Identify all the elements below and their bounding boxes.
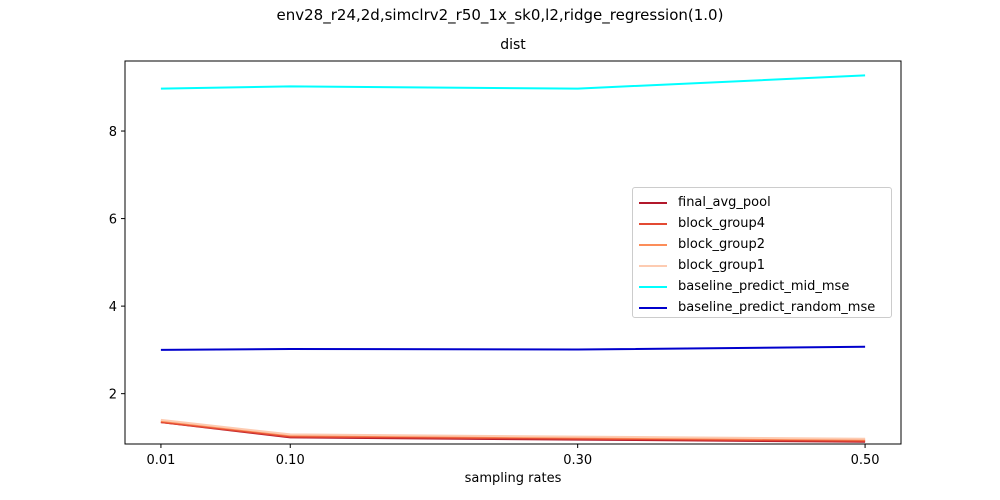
legend-label: block_group1 xyxy=(678,258,766,273)
legend-swatch xyxy=(639,222,667,225)
legend-swatch xyxy=(639,285,667,288)
legend-swatch xyxy=(639,306,667,309)
axes-title: dist xyxy=(500,37,526,53)
y-tick-label: 2 xyxy=(109,388,117,403)
legend-item-baseline-random-mse: baseline_predict_random_mse xyxy=(639,297,885,318)
series-layer xyxy=(160,74,866,443)
series-line-block-group1 xyxy=(160,418,866,440)
legend-label: baseline_predict_random_mse xyxy=(678,300,876,315)
legend-label: final_avg_pool xyxy=(678,195,771,210)
legend-item-block-group4: block_group4 xyxy=(639,213,885,234)
series-line-baseline-predict-mid-mse xyxy=(160,74,866,90)
legend-label: block_group2 xyxy=(678,237,766,252)
x-ticks: 0.01 0.10 0.30 0.50 xyxy=(146,444,880,468)
y-tick-label: 8 xyxy=(109,125,117,140)
series-line-block-group4 xyxy=(160,421,866,442)
legend-swatch xyxy=(639,243,667,246)
legend-swatch xyxy=(639,201,667,204)
series-line-baseline-predict-random-mse xyxy=(160,345,866,351)
y-ticks: 2 4 6 8 xyxy=(109,125,125,403)
x-tick-label: 0.10 xyxy=(276,453,305,468)
legend-item-baseline-mid-mse: baseline_predict_mid_mse xyxy=(639,276,885,297)
legend-swatch xyxy=(639,264,667,267)
legend-item-block-group2: block_group2 xyxy=(639,234,885,255)
plot-area-frame xyxy=(124,60,902,445)
y-tick-label: 6 xyxy=(109,213,117,228)
figure-suptitle: env28_r24,2d,simclrv2_r50_1x_sk0,l2,ridg… xyxy=(276,6,724,24)
legend-label: block_group4 xyxy=(678,216,766,231)
legend-label: baseline_predict_mid_mse xyxy=(678,279,850,294)
x-axis-label: sampling rates xyxy=(464,471,562,486)
x-tick-label: 0.30 xyxy=(563,453,592,468)
legend-item-final-avg-pool: final_avg_pool xyxy=(639,192,885,213)
x-tick-label: 0.50 xyxy=(851,453,880,468)
x-tick-label: 0.01 xyxy=(146,453,175,468)
legend-item-block-group1: block_group1 xyxy=(639,255,885,276)
y-tick-label: 4 xyxy=(109,300,117,315)
legend: final_avg_pool block_group4 block_group2… xyxy=(632,187,892,318)
